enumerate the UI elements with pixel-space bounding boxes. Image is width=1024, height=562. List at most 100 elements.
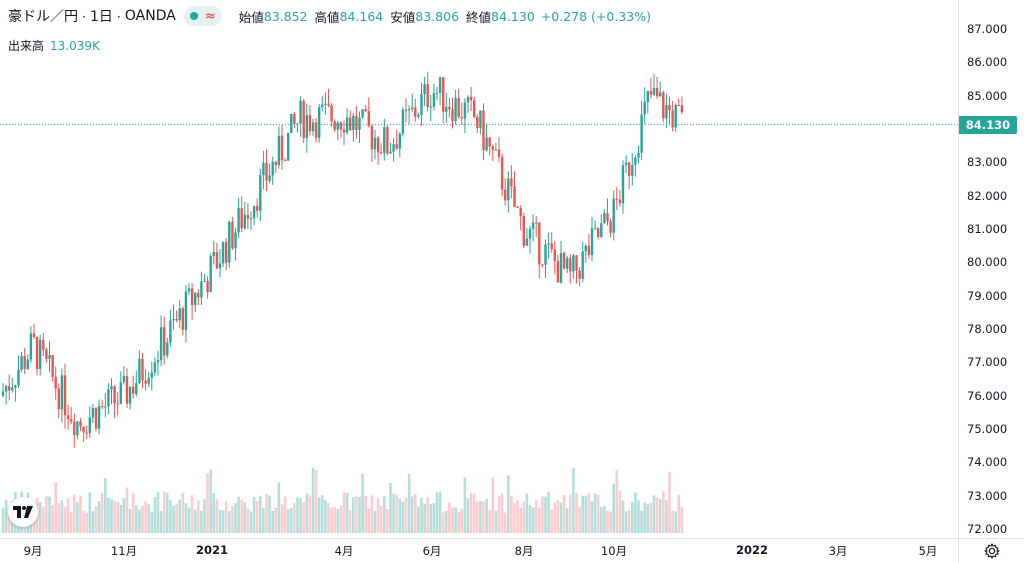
volume-bar [224, 501, 228, 533]
candle-body [392, 144, 395, 152]
candle-body [45, 349, 48, 359]
price-tick-label: 78.000 [967, 322, 1008, 336]
candle-body [535, 222, 538, 224]
volume-bar [516, 500, 519, 533]
volume-bar [342, 492, 346, 533]
candle-body [469, 96, 473, 101]
volume-bar [513, 502, 516, 533]
candle-body [671, 110, 674, 128]
candle-body [200, 281, 203, 298]
candle-body [597, 227, 600, 237]
volume-bar [336, 509, 340, 533]
volume-bar [262, 507, 265, 533]
candle-body [209, 255, 212, 293]
candle-body [404, 109, 408, 111]
candle-body [280, 135, 284, 161]
candle-body [547, 243, 550, 245]
volume-bar [259, 496, 262, 533]
candle-body [26, 359, 29, 369]
price-axis[interactable]: 87.00086.00085.00084.00083.00082.00081.0… [958, 0, 1024, 538]
volume-bar [379, 506, 383, 533]
volume-bar [429, 504, 433, 533]
candle-body [169, 320, 172, 343]
volume-bar [234, 502, 237, 533]
volume-bar [237, 496, 240, 533]
volume-bar [203, 499, 206, 533]
chart-pane[interactable]: 豪ドル／円 · 1日 · OANDA ≈ 始値 83.852 高値 84.164 安… [0, 0, 958, 538]
volume-bar [51, 505, 54, 533]
time-tick-label: 3月 [828, 544, 848, 558]
candle-body [327, 103, 330, 106]
volume-bar [321, 495, 324, 533]
market-status-badge[interactable]: ≈ [183, 6, 222, 26]
candle-body [97, 406, 101, 429]
candle-body [101, 406, 104, 408]
candle-body [463, 102, 467, 119]
time-axis[interactable]: 9月 11月 2021 4月 6月 8月 10月 2022 3月 5月 [0, 538, 958, 562]
candle-body [473, 100, 476, 117]
volume-bar [507, 475, 510, 533]
tradingview-logo-icon[interactable] [8, 497, 38, 527]
candle-body [562, 252, 566, 269]
candle-body [522, 216, 525, 246]
symbol-name[interactable]: 豪ドル／円 [8, 9, 78, 25]
volume-bar [73, 494, 76, 533]
candle-body [609, 221, 612, 233]
volume-bar [445, 510, 448, 533]
candle-body [104, 406, 107, 408]
candle-body [1, 391, 5, 396]
volume-bar [209, 469, 212, 533]
volume-bar [79, 495, 82, 533]
volume-bar [119, 504, 123, 533]
price-tick-label: 75.000 [967, 422, 1008, 436]
candle-body [414, 107, 417, 117]
candle-body [135, 383, 138, 394]
candle-body [566, 258, 569, 269]
price-tick-label: 81.000 [967, 222, 1008, 236]
candle-body [488, 137, 491, 147]
volume-bar [187, 507, 191, 533]
interval-label[interactable]: 1日 [89, 9, 113, 25]
volume-bar [162, 491, 166, 533]
volume-bar [190, 495, 194, 533]
broker-label: OANDA [124, 8, 176, 24]
volume-bar [200, 510, 203, 533]
candle-body [383, 127, 386, 153]
candle-body [113, 386, 116, 404]
volume-bar [491, 477, 495, 533]
candle-body [482, 110, 485, 151]
price-tick-label: 73.000 [967, 488, 1008, 503]
candle-body [451, 109, 454, 122]
volume-bar [100, 493, 104, 533]
volume-bar [122, 498, 126, 533]
candle-body [311, 122, 315, 132]
candle-body [265, 162, 268, 181]
volume-legend[interactable]: 出来高 13.039K [8, 37, 100, 54]
volume-bar [572, 468, 575, 533]
candlestick-chart[interactable] [0, 0, 958, 538]
candle-body [339, 122, 343, 130]
volume-bar [609, 511, 612, 533]
volume-bar [352, 497, 355, 533]
candle-body [677, 104, 680, 106]
volume-bar [500, 493, 504, 533]
volume-bar [327, 502, 330, 533]
candle-body [290, 113, 293, 133]
volume-bar [240, 499, 243, 533]
volume-bar [290, 508, 293, 533]
volume-bar [510, 496, 513, 533]
chart-settings-button[interactable] [958, 538, 1024, 562]
candle-body [386, 127, 389, 154]
volume-bar [172, 505, 175, 533]
volume-bar [618, 491, 622, 533]
candle-body [438, 77, 442, 93]
candle-body [457, 98, 460, 117]
volume-bar [296, 497, 299, 533]
legend-separator: · [82, 8, 86, 24]
candle-body [243, 214, 246, 229]
volume-bar [432, 503, 436, 533]
candle-body [70, 419, 73, 422]
volume-bar [128, 508, 132, 533]
candle-body [274, 161, 277, 166]
volume-bar [423, 503, 426, 533]
